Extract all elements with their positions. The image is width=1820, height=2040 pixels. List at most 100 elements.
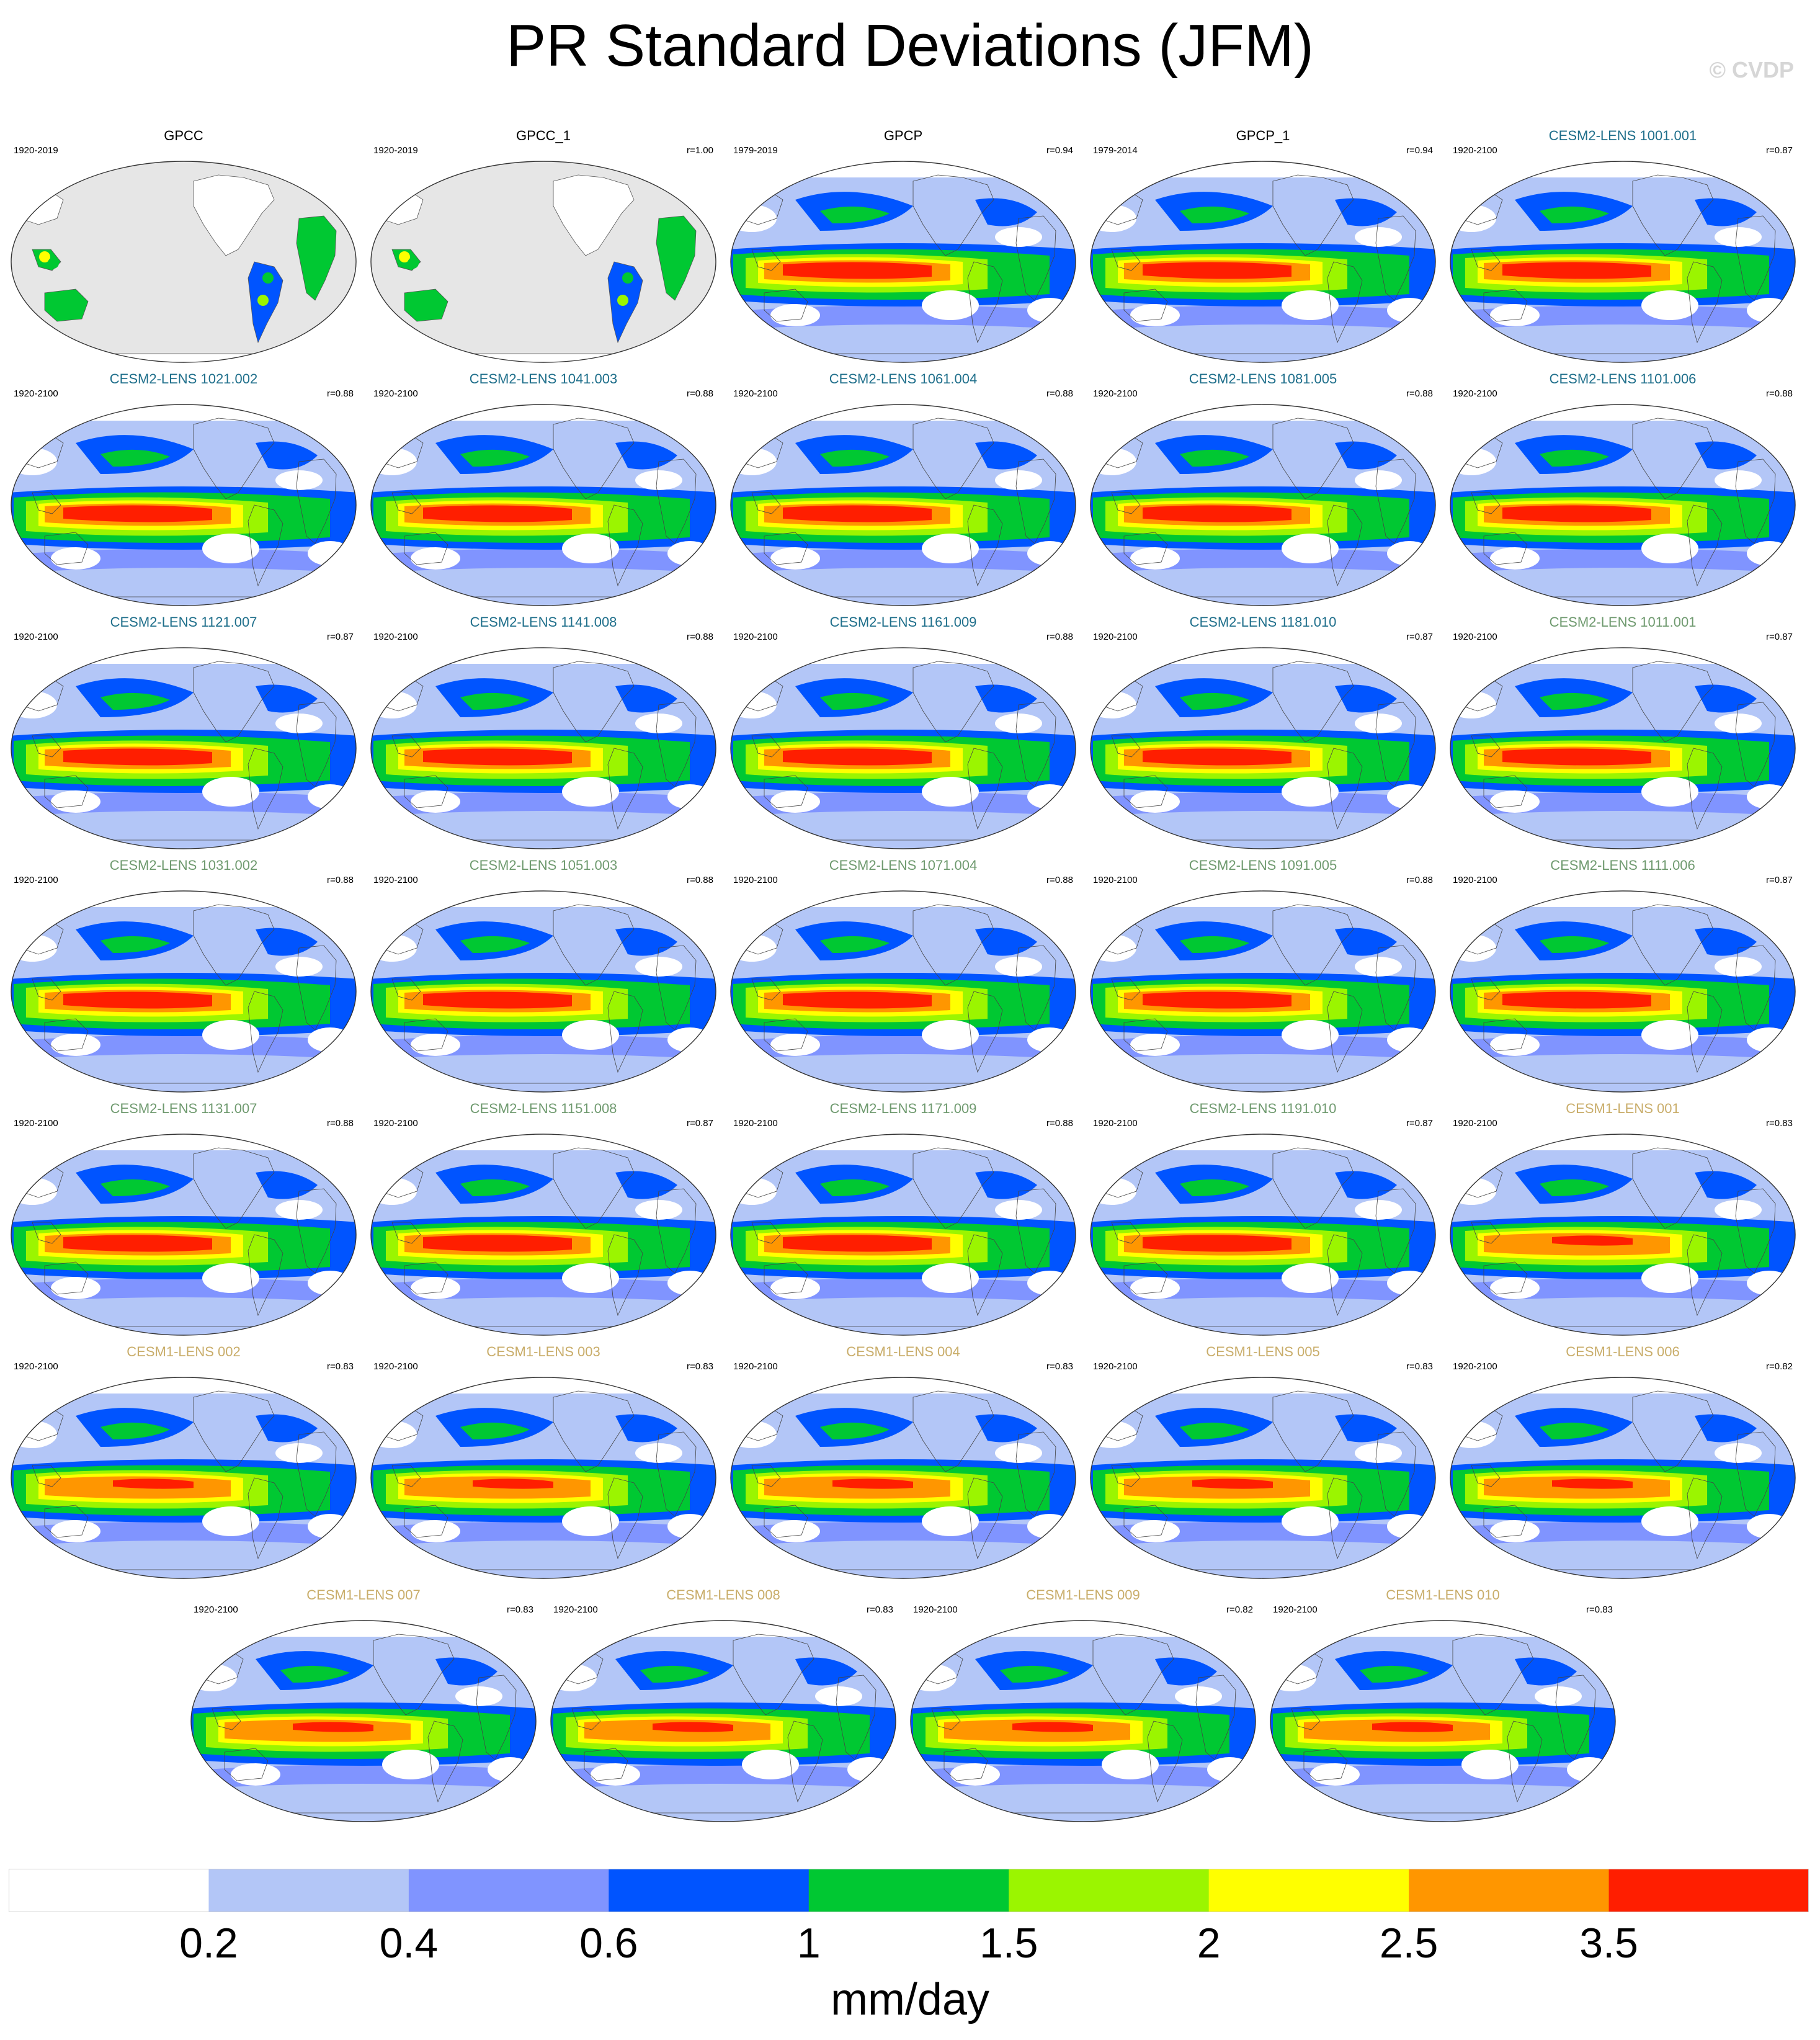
panel-years: 1920-2100 — [733, 1118, 778, 1129]
robinson-map — [730, 1377, 1076, 1579]
panel-title: CESM2-LENS 1051.003 — [469, 857, 618, 873]
panel-years: 1920-2100 — [553, 1604, 598, 1615]
panel-title: CESM2-LENS 1171.009 — [829, 1101, 977, 1116]
panel-years: 1920-2100 — [1093, 632, 1138, 642]
panel-title: GPCP_1 — [1236, 128, 1290, 143]
robinson-map — [1090, 404, 1436, 606]
map-panel: CESM2-LENS 1061.004 1920-2100 r=0.88 — [727, 365, 1079, 608]
robinson-map — [730, 890, 1076, 1093]
panel-title: CESM2-LENS 1121.007 — [110, 614, 257, 630]
colorbar — [9, 1869, 1809, 1912]
panel-correlation: r=0.88 — [687, 632, 713, 642]
map-panel: CESM1-LENS 006 1920-2100 r=0.82 — [1447, 1338, 1799, 1581]
panel-correlation: r=0.82 — [1226, 1604, 1253, 1615]
robinson-map — [1270, 1620, 1616, 1822]
panel-title: CESM1-LENS 008 — [666, 1587, 780, 1603]
panel-title: CESM1-LENS 005 — [1206, 1344, 1320, 1359]
panel-title: CESM2-LENS 1191.010 — [1189, 1101, 1337, 1116]
panel-title: CESM1-LENS 010 — [1386, 1587, 1500, 1603]
panel-years: 1920-2100 — [373, 875, 418, 885]
panel-correlation: r=0.83 — [1406, 1361, 1433, 1372]
colorbar-segment — [808, 1869, 1009, 1912]
panel-correlation: r=0.88 — [327, 875, 354, 885]
colorbar-tick-label: 3.5 — [1579, 1920, 1638, 1967]
robinson-map — [1090, 890, 1436, 1093]
robinson-map — [11, 890, 357, 1093]
panel-correlation: r=0.87 — [1406, 632, 1433, 642]
colorbar-tick-label: 1 — [796, 1920, 821, 1967]
robinson-map — [11, 161, 357, 363]
panel-years: 1920-2100 — [14, 388, 58, 399]
map-panel: CESM1-LENS 009 1920-2100 r=0.82 — [907, 1581, 1259, 1824]
page-title: PR Standard Deviations (JFM) — [506, 12, 1314, 79]
panel-title: CESM2-LENS 1131.007 — [110, 1101, 257, 1116]
map-panel: CESM2-LENS 1131.007 1920-2100 r=0.88 — [7, 1094, 360, 1338]
panel-years: 1920-2019 — [373, 145, 418, 156]
colorbar-segment — [1608, 1869, 1809, 1912]
colorbar-segment — [1208, 1869, 1409, 1912]
colorbar-segment — [408, 1869, 609, 1912]
robinson-map — [370, 1134, 716, 1336]
panel-years: 1920-2100 — [194, 1604, 238, 1615]
panel-correlation: r=0.88 — [1046, 632, 1073, 642]
panel-correlation: r=0.88 — [1406, 875, 1433, 885]
map-panel: CESM2-LENS 1041.003 1920-2100 r=0.88 — [367, 365, 720, 608]
map-panel: CESM2-LENS 1031.002 1920-2100 r=0.88 — [7, 851, 360, 1094]
colorbar-tick-label: 0.4 — [379, 1920, 439, 1967]
robinson-map — [1450, 647, 1796, 849]
panel-years: 1920-2100 — [733, 1361, 778, 1372]
panel-title: CESM1-LENS 007 — [306, 1587, 421, 1603]
map-panel: CESM2-LENS 1011.001 1920-2100 r=0.87 — [1447, 608, 1799, 851]
robinson-map — [730, 1134, 1076, 1336]
map-panel: CESM2-LENS 1191.010 1920-2100 r=0.87 — [1087, 1094, 1439, 1338]
panel-years: 1920-2100 — [1093, 875, 1138, 885]
robinson-map — [11, 1377, 357, 1579]
panel-correlation: r=0.88 — [687, 388, 713, 399]
panel-years: 1920-2100 — [1453, 145, 1497, 156]
map-panel: GPCP 1979-2019 r=0.94 — [727, 122, 1079, 365]
panel-correlation: r=1.00 — [687, 145, 713, 156]
robinson-map — [370, 404, 716, 606]
panel-title: CESM2-LENS 1141.008 — [470, 614, 617, 630]
robinson-map — [1090, 647, 1436, 849]
panel-years: 1979-2019 — [733, 145, 778, 156]
panel-title: CESM1-LENS 001 — [1566, 1101, 1680, 1116]
panel-correlation: r=0.94 — [1046, 145, 1073, 156]
robinson-map — [910, 1620, 1256, 1822]
panel-years: 1920-2100 — [1093, 1118, 1138, 1129]
colorbar-segment — [609, 1869, 810, 1912]
panel-title: CESM2-LENS 1081.005 — [1189, 371, 1337, 387]
colorbar-segment — [208, 1869, 409, 1912]
panel-correlation: r=0.83 — [507, 1604, 533, 1615]
panel-years: 1920-2100 — [14, 1118, 58, 1129]
robinson-map — [1090, 1134, 1436, 1336]
panel-title: CESM2-LENS 1101.006 — [1549, 371, 1697, 387]
colorbar-tick-label: 0.2 — [179, 1920, 238, 1967]
map-panel: CESM1-LENS 003 1920-2100 r=0.83 — [367, 1338, 720, 1581]
panel-correlation: r=0.87 — [327, 632, 354, 642]
panel-correlation: r=0.88 — [1406, 388, 1433, 399]
panel-title: CESM2-LENS 1091.005 — [1189, 857, 1337, 873]
panel-title: CESM2-LENS 1111.006 — [1550, 857, 1695, 873]
map-panel: CESM2-LENS 1051.003 1920-2100 r=0.88 — [367, 851, 720, 1094]
colorbar-frame — [9, 1869, 1809, 1912]
map-panel: CESM1-LENS 008 1920-2100 r=0.83 — [547, 1581, 899, 1824]
panel-years: 1920-2100 — [733, 875, 778, 885]
map-panel: GPCC 1920-2019 — [7, 122, 360, 365]
panel-correlation: r=0.87 — [1766, 632, 1793, 642]
panel-correlation: r=0.88 — [1766, 388, 1793, 399]
panel-title: CESM2-LENS 1021.002 — [109, 371, 258, 387]
map-panel: CESM2-LENS 1151.008 1920-2100 r=0.87 — [367, 1094, 720, 1338]
panel-years: 1920-2100 — [373, 1118, 418, 1129]
panel-title: GPCP — [883, 128, 923, 143]
robinson-map — [1450, 1134, 1796, 1336]
map-panel: CESM1-LENS 001 1920-2100 r=0.83 — [1447, 1094, 1799, 1338]
panel-title: GPCC_1 — [515, 128, 571, 143]
panel-years: 1920-2100 — [733, 388, 778, 399]
panel-years: 1920-2100 — [1453, 875, 1497, 885]
map-panel: CESM2-LENS 1181.010 1920-2100 r=0.87 — [1087, 608, 1439, 851]
robinson-map — [1450, 890, 1796, 1093]
map-panel: GPCP_1 1979-2014 r=0.94 — [1087, 122, 1439, 365]
panel-correlation: r=0.88 — [1046, 1118, 1073, 1129]
map-panel: CESM2-LENS 1111.006 1920-2100 r=0.87 — [1447, 851, 1799, 1094]
